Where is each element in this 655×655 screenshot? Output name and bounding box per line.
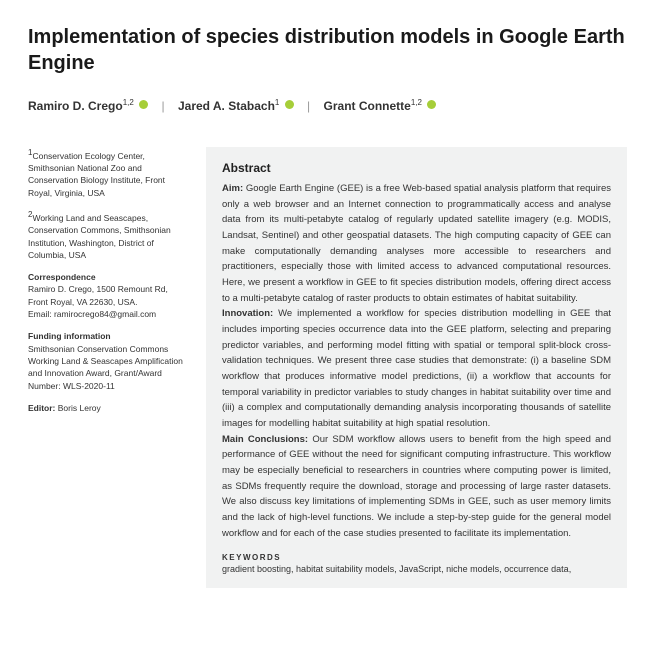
author-separator: | — [307, 99, 310, 113]
author-affil-sup: 1,2 — [411, 98, 422, 107]
editor-block: Editor: Boris Leroy — [28, 402, 188, 414]
abstract-body: Aim: Google Earth Engine (GEE) is a free… — [222, 181, 611, 541]
correspondence-head: Correspondence — [28, 271, 188, 283]
correspondence-body: Ramiro D. Crego, 1500 Remount Rd, Front … — [28, 283, 188, 308]
funding-block: Funding information Smithsonian Conserva… — [28, 330, 188, 392]
author-separator: | — [162, 99, 165, 113]
abstract-panel: Abstract Aim: Google Earth Engine (GEE) … — [206, 147, 627, 588]
affiliation-text: Conservation Ecology Center, Smithsonian… — [28, 151, 165, 198]
abstract-conclusions-label: Main Conclusions: — [222, 434, 308, 445]
content-columns: 1Conservation Ecology Center, Smithsonia… — [28, 147, 627, 588]
editor-label: Editor: — [28, 403, 55, 413]
orcid-icon — [285, 100, 294, 109]
author-name: Ramiro D. Crego — [28, 99, 123, 113]
keywords-text: gradient boosting, habitat suitability m… — [222, 564, 611, 574]
authors-line: Ramiro D. Crego1,2 | Jared A. Stabach1 |… — [28, 98, 627, 123]
orcid-icon — [139, 100, 148, 109]
author-affil-sup: 1,2 — [123, 98, 134, 107]
author-affil-sup: 1 — [275, 98, 279, 107]
left-column: 1Conservation Ecology Center, Smithsonia… — [28, 147, 188, 588]
correspondence-block: Correspondence Ramiro D. Crego, 1500 Rem… — [28, 271, 188, 320]
author-name: Grant Connette — [324, 99, 411, 113]
affiliation-block: 1Conservation Ecology Center, Smithsonia… — [28, 147, 188, 199]
abstract-innovation-label: Innovation: — [222, 308, 273, 319]
article-title: Implementation of species distribution m… — [28, 24, 627, 76]
editor-name: Boris Leroy — [58, 403, 101, 413]
funding-body: Smithsonian Conservation Commons Working… — [28, 343, 188, 392]
abstract-aim-text: Google Earth Engine (GEE) is a free Web-… — [222, 183, 611, 304]
abstract-innovation-text: We implemented a workflow for species di… — [222, 308, 611, 429]
author-name: Jared A. Stabach — [178, 99, 275, 113]
funding-head: Funding information — [28, 330, 188, 342]
keywords-heading: KEYWORDS — [222, 553, 611, 562]
correspondence-email: Email: ramirocrego84@gmail.com — [28, 308, 188, 320]
affiliation-block: 2Working Land and Seascapes, Conservatio… — [28, 209, 188, 261]
abstract-aim-label: Aim: — [222, 183, 243, 194]
orcid-icon — [427, 100, 436, 109]
abstract-conclusions-text: Our SDM workflow allows users to benefit… — [222, 434, 611, 539]
abstract-heading: Abstract — [222, 161, 611, 175]
affiliation-text: Working Land and Seascapes, Conservation… — [28, 213, 171, 260]
